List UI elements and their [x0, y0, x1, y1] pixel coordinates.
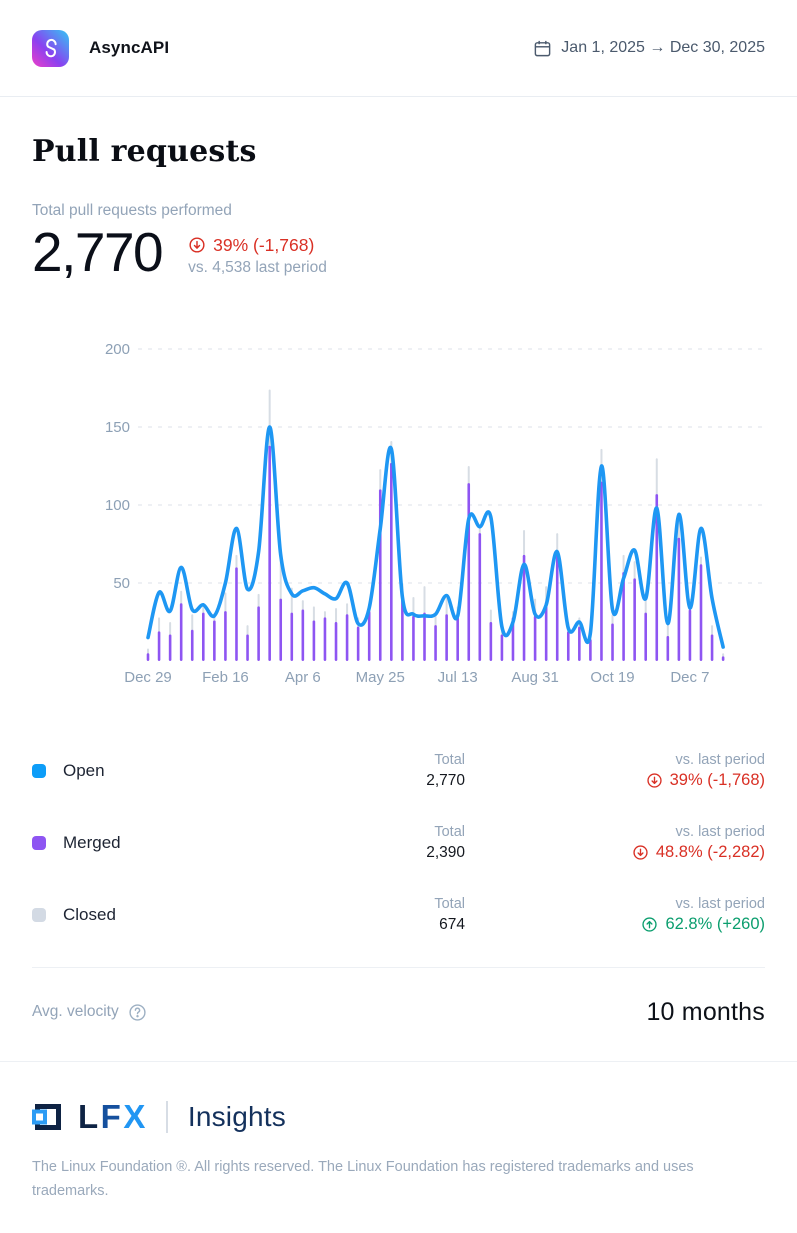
total-value: 674 [439, 915, 465, 933]
svg-text:100: 100 [105, 497, 130, 514]
page-title: Pull requests [32, 134, 257, 169]
legend-row-closed[interactable]: Closed Total 674 vs. last period 62.8% (… [32, 879, 765, 951]
header: AsyncAPI Jan 1, 2025 → Dec 30, 2025 [0, 0, 797, 97]
metric-delta-line: 39% (-1,768) [188, 235, 327, 256]
svg-text:Aug 31: Aug 31 [511, 669, 559, 686]
divider [165, 1100, 168, 1133]
velocity-label: Avg. velocity [32, 1003, 119, 1021]
svg-text:May 25: May 25 [356, 669, 405, 686]
legend-delta: 48.8% (-2,282) [465, 843, 765, 862]
date-range-label: Jan 1, 2025 → Dec 30, 2025 [561, 39, 765, 56]
lfx-letter-f: F [100, 1097, 122, 1135]
pr-chart[interactable]: 50 100 150 200 Dec 29 Feb 16 Apr 6 May 25 Jul 13… [65, 337, 765, 689]
total-value: 2,770 [426, 771, 465, 789]
velocity-section: Avg. velocity 10 months [0, 968, 797, 1062]
legend-delta: 39% (-1,768) [465, 771, 765, 790]
vs-caption: vs. last period [675, 823, 765, 840]
svg-text:Dec 29: Dec 29 [124, 669, 172, 686]
trend-up-icon [641, 916, 658, 933]
trend-down-icon [646, 772, 663, 789]
svg-text:Feb 16: Feb 16 [202, 669, 249, 686]
chart-section: 50 100 150 200 Dec 29 Feb 16 Apr 6 May 25 Jul 13… [65, 337, 797, 689]
vs-caption: vs. last period [675, 751, 765, 768]
svg-text:200: 200 [105, 341, 130, 358]
legend-row-open[interactable]: Open Total 2,770 vs. last period 39% (-1… [32, 735, 765, 807]
total-value: 2,390 [426, 843, 465, 861]
svg-text:Dec 7: Dec 7 [670, 669, 709, 686]
app-name: AsyncAPI [89, 38, 170, 57]
footer: L F X Insights The Linux Foundation ®. A… [0, 1062, 797, 1204]
legend-delta-value: 62.8% (+260) [665, 914, 765, 933]
svg-text:Apr 6: Apr 6 [285, 669, 321, 686]
metric-delta: 39% (-1,768) vs. 4,538 last period [188, 235, 327, 282]
metric-value: 2,770 [32, 221, 164, 283]
closed-swatch-icon [32, 907, 46, 922]
metric-vs: vs. 4,538 last period [188, 258, 327, 276]
svg-text:150: 150 [105, 419, 130, 436]
metric-delta-value: 39% (-1,768) [213, 234, 315, 255]
svg-text:Jul 13: Jul 13 [438, 669, 478, 686]
total-caption: Total [434, 823, 465, 840]
trademark-text: The Linux Foundation ®. All rights reser… [32, 1158, 694, 1199]
legend-row-merged[interactable]: Merged Total 2,390 vs. last period 48.8%… [32, 807, 765, 879]
trend-down-icon [632, 844, 649, 861]
divider [32, 966, 765, 968]
svg-text:Oct 19: Oct 19 [590, 669, 634, 686]
svg-text:50: 50 [113, 575, 130, 592]
legend: Open Total 2,770 vs. last period 39% (-1… [0, 735, 797, 968]
lfx-logo-icon [32, 1101, 64, 1133]
lfx-wordmark[interactable]: L F X [78, 1098, 146, 1136]
legend-delta-value: 39% (-1,768) [669, 770, 765, 789]
metric-label: Total pull requests performed [32, 202, 232, 219]
legend-label: Merged [63, 832, 121, 852]
trend-down-icon [188, 236, 206, 254]
calendar-icon [533, 39, 552, 58]
total-caption: Total [434, 895, 465, 912]
vs-caption: vs. last period [675, 895, 765, 912]
lfx-letter-l: L [78, 1097, 99, 1135]
legend-label: Open [63, 760, 105, 780]
brand: AsyncAPI [32, 29, 170, 67]
help-icon[interactable] [128, 1003, 147, 1022]
total-caption: Total [434, 751, 465, 768]
legend-delta: 62.8% (+260) [465, 915, 765, 934]
legend-delta-value: 48.8% (-2,282) [655, 842, 765, 861]
lfx-letter-x: X [123, 1097, 146, 1135]
asyncapi-logo-icon [32, 29, 69, 67]
merged-swatch-icon [32, 835, 46, 850]
velocity-value: 10 months [646, 997, 765, 1026]
legend-label: Closed [63, 904, 116, 924]
open-swatch-icon [32, 763, 46, 778]
date-range[interactable]: Jan 1, 2025 → Dec 30, 2025 [533, 39, 765, 58]
insights-wordmark: Insights [187, 1100, 286, 1132]
